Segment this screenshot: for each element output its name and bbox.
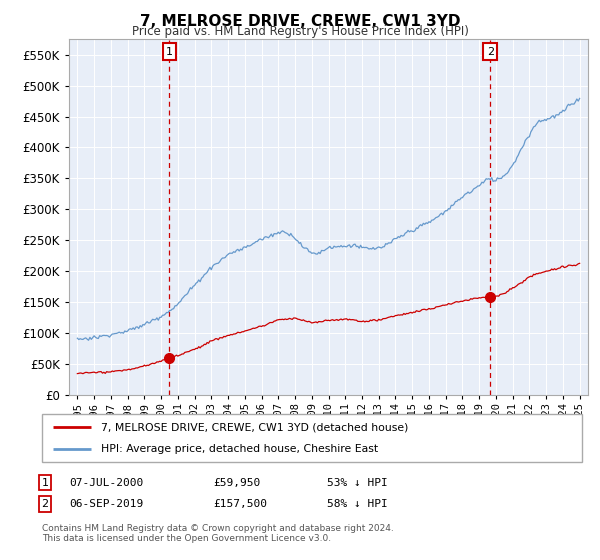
Text: 7, MELROSE DRIVE, CREWE, CW1 3YD: 7, MELROSE DRIVE, CREWE, CW1 3YD [140,14,460,29]
FancyBboxPatch shape [42,414,582,462]
Text: 1: 1 [41,478,49,488]
Text: Price paid vs. HM Land Registry's House Price Index (HPI): Price paid vs. HM Land Registry's House … [131,25,469,38]
Text: £59,950: £59,950 [213,478,260,488]
Text: £157,500: £157,500 [213,499,267,509]
Text: Contains HM Land Registry data © Crown copyright and database right 2024.
This d: Contains HM Land Registry data © Crown c… [42,524,394,543]
Text: 06-SEP-2019: 06-SEP-2019 [69,499,143,509]
Text: 07-JUL-2000: 07-JUL-2000 [69,478,143,488]
Text: HPI: Average price, detached house, Cheshire East: HPI: Average price, detached house, Ches… [101,444,379,454]
Text: 1: 1 [166,46,173,57]
Text: 58% ↓ HPI: 58% ↓ HPI [327,499,388,509]
Text: 7, MELROSE DRIVE, CREWE, CW1 3YD (detached house): 7, MELROSE DRIVE, CREWE, CW1 3YD (detach… [101,422,409,432]
Text: 53% ↓ HPI: 53% ↓ HPI [327,478,388,488]
Text: 2: 2 [487,46,494,57]
Text: 2: 2 [41,499,49,509]
